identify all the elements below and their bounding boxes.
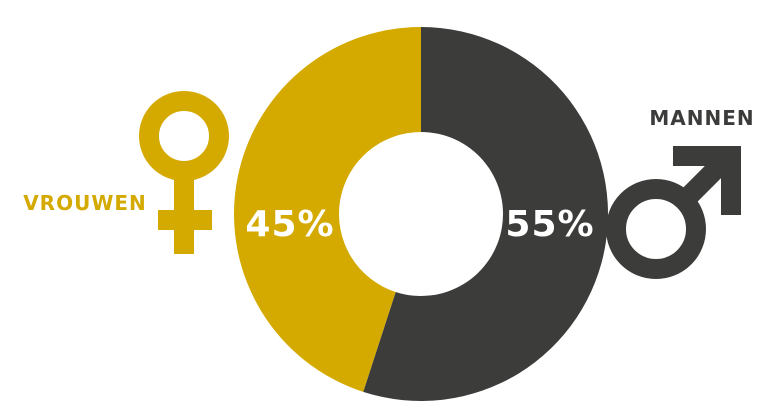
donut-slices [234,27,608,401]
value-label-mannen: 55% [505,204,594,245]
category-label-vrouwen: VROUWEN [23,191,147,215]
category-label-mannen: MANNEN [649,106,754,130]
slice-vrouwen [234,27,421,392]
male-symbol-icon [606,146,741,279]
slice-mannen [363,27,608,401]
value-label-vrouwen: 45% [245,204,334,245]
female-symbol-icon [139,91,229,254]
